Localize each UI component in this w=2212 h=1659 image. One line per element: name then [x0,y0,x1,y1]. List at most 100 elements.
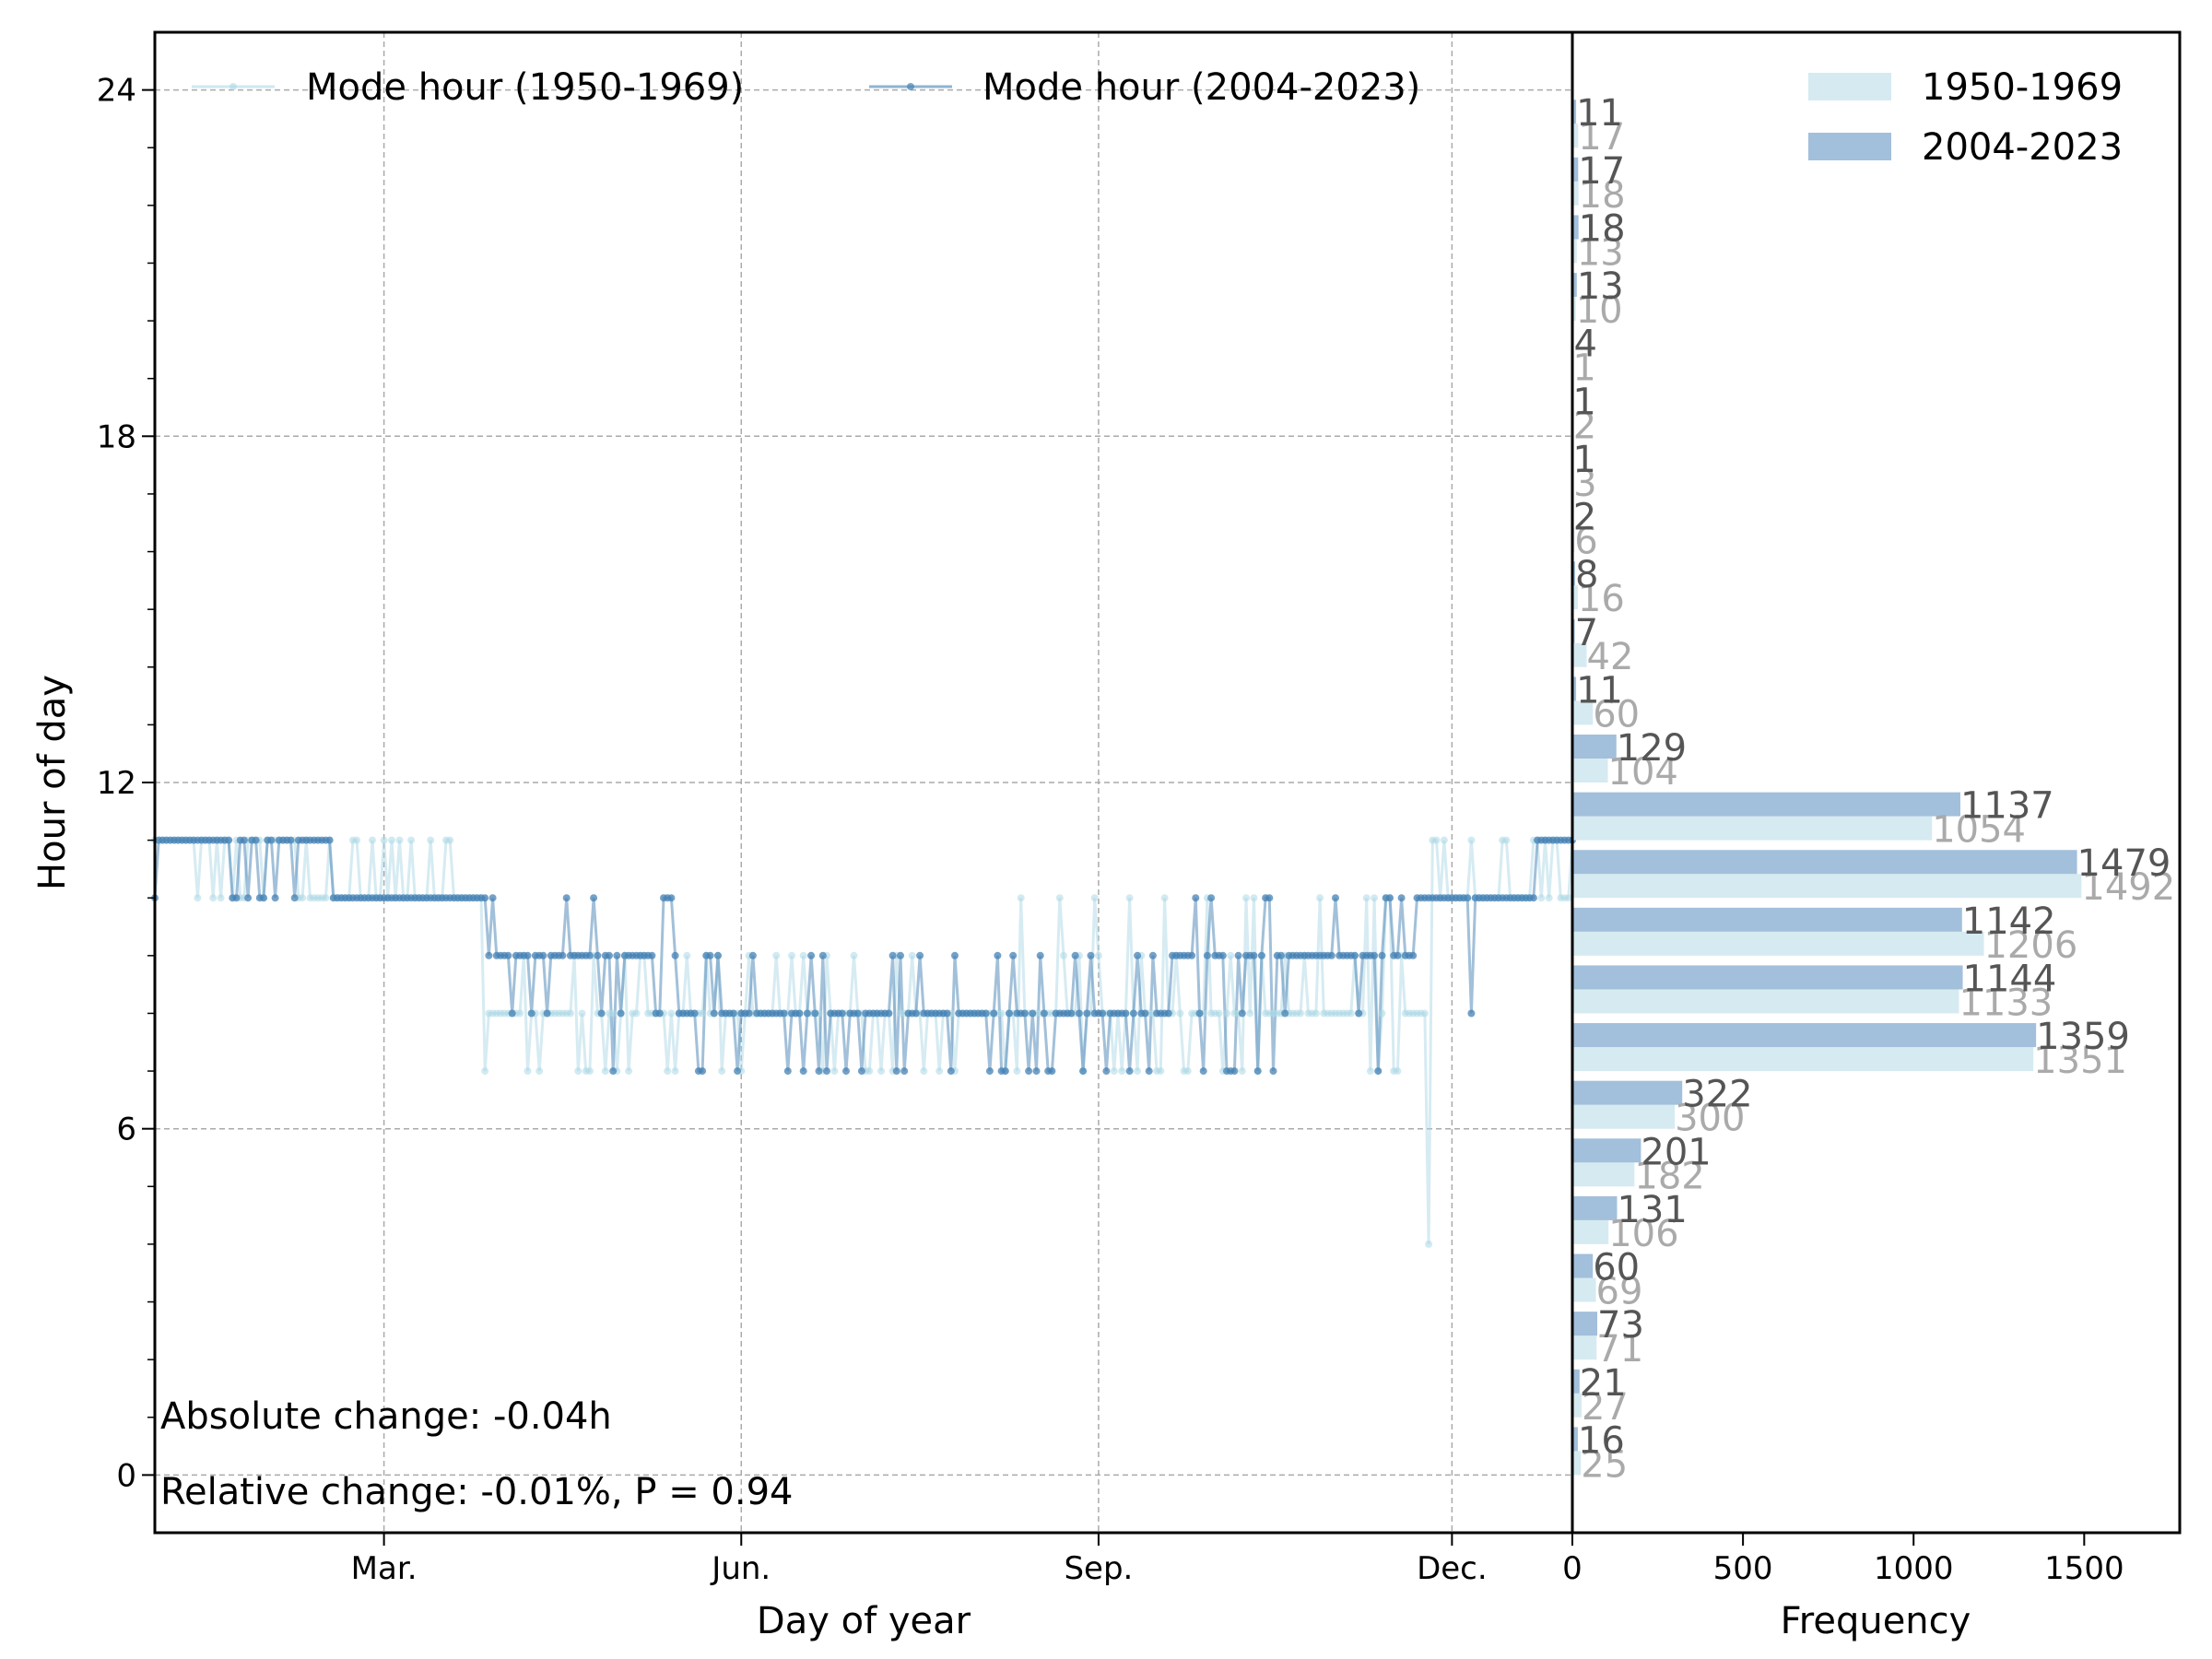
series-point-1 [857,1067,865,1076]
series-point-0 [481,1067,489,1076]
bar-label-1950-hour-16: 6 [1574,521,1597,563]
series-point-1 [1386,894,1394,902]
series-point-0 [683,951,691,959]
bar-1950-hour-22 [1572,181,1579,206]
series-point-1 [271,894,279,902]
series-point-0 [865,1067,874,1076]
series-point-1 [244,894,253,902]
bar-label-1950-hour-4: 106 [1608,1213,1678,1255]
bar-label-1950-hour-10: 1492 [2081,866,2175,909]
right-x-ticks: 0 500 1000 1500 [1562,1533,2124,1587]
series-point-1 [1230,1067,1239,1076]
series-point-1 [1467,1009,1476,1018]
series-point-1 [990,1009,998,1018]
bar-label-2004-hour-9: 1142 [1962,900,2056,943]
series-point-0 [1183,1067,1192,1076]
series-point-1 [699,1067,707,1076]
series-point-0 [535,1067,544,1076]
series-point-1 [888,951,897,959]
frequency-histogram-panel: 2516272171736960106131182201300322135113… [1562,30,2182,1642]
bar-label-1950-hour-2: 71 [1596,1328,1643,1371]
legend-label-mode-2004: Mode hour (2004-2023) [982,66,1420,109]
series-point-1 [947,1067,955,1076]
bar-label-1950-hour-13: 60 [1593,693,1640,735]
series-point-1 [559,951,567,959]
series-point-1 [1327,951,1335,959]
series-point-0 [935,1067,944,1076]
bar-1950-hour-20 [1572,297,1576,322]
series-point-1 [1351,951,1359,959]
series-point-0 [1215,1009,1223,1018]
series-point-1 [1125,1067,1134,1076]
series-point-1 [524,951,532,959]
series-point-1 [606,951,613,959]
series-point-0 [1094,951,1102,959]
series-point-1 [1192,894,1200,902]
series-point-1 [252,836,260,844]
bar-2004-hour-2 [1572,1312,1598,1336]
series-point-1 [1281,1009,1289,1018]
series-point-1 [1195,1009,1204,1018]
bar-label-1950-hour-9: 1206 [1983,924,2077,967]
series-point-1 [671,951,679,959]
legend-label-mode-1950: Mode hour (1950-1969) [306,66,744,109]
bar-1950-hour-11 [1572,816,1933,841]
series-point-0 [1378,1009,1386,1018]
series-point-1 [267,836,276,844]
series-point-1 [655,1009,664,1018]
series-point-1 [811,1009,819,1018]
series-point-1 [1397,894,1406,902]
series-point-0 [1227,951,1235,959]
series-point-1 [617,1009,625,1018]
series-point-1 [597,1009,606,1018]
series-point-1 [853,1009,862,1018]
series-point-1 [232,894,241,902]
series-point-1 [734,1067,742,1076]
right-x-tick-label: 1000 [1874,1550,1954,1587]
left-x-ticks: Mar. Jun. Sep. Dec. [351,1533,1488,1587]
series-point-1 [916,951,924,959]
bar-label-2004-hour-20: 13 [1577,265,1624,308]
series-point-1 [745,1009,753,1018]
bar-2004-hour-5 [1572,1138,1641,1163]
series-point-1 [1199,1067,1207,1076]
bar-label-1950-hour-21: 13 [1577,231,1624,274]
absolute-change-annotation: Absolute change: -0.04h [160,1395,612,1438]
series-point-1 [1075,1009,1083,1018]
legend-swatch-2004 [1808,133,1891,160]
x-tick-label: Mar. [351,1550,418,1587]
bar-label-1950-hour-11: 1054 [1932,809,2026,852]
series-point-0 [1425,1240,1433,1248]
series-point-1 [1394,951,1402,959]
y-tick-label: 18 [97,418,136,455]
bar-label-2004-hour-1: 21 [1580,1362,1627,1405]
right-plot-frame [1571,30,2182,1535]
series-point-1 [1257,951,1265,959]
series-point-0 [299,894,307,902]
series-point-1 [1029,1009,1037,1018]
series-point-1 [994,951,1002,959]
series-point-1 [710,1009,718,1018]
bar-2004-hour-8 [1572,965,1963,990]
bar-label-1950-hour-22: 18 [1579,174,1626,217]
bar-2004-hour-21 [1572,215,1579,240]
series-point-0 [369,836,376,844]
series-point-1 [1238,1009,1246,1018]
series-point-0 [1432,836,1441,844]
bar-label-1950-hour-23: 17 [1578,116,1625,159]
legend-label-1950: 1950-1969 [1922,66,2123,109]
series-point-0 [1055,894,1064,902]
series-point-0 [1134,1067,1142,1076]
bar-2004-hour-20 [1572,273,1577,298]
series-point-1 [807,951,816,959]
series-point-1 [1032,1067,1041,1076]
series-point-0 [407,836,416,844]
series-point-1 [690,1009,699,1018]
series-point-1 [585,951,594,959]
series-point-0 [578,1009,586,1018]
left-gridlines [155,32,1572,1533]
series-point-0 [1502,836,1511,844]
bar-2004-hour-11 [1572,792,1960,817]
series-point-1 [543,1009,551,1018]
series-point-1 [892,1067,900,1076]
